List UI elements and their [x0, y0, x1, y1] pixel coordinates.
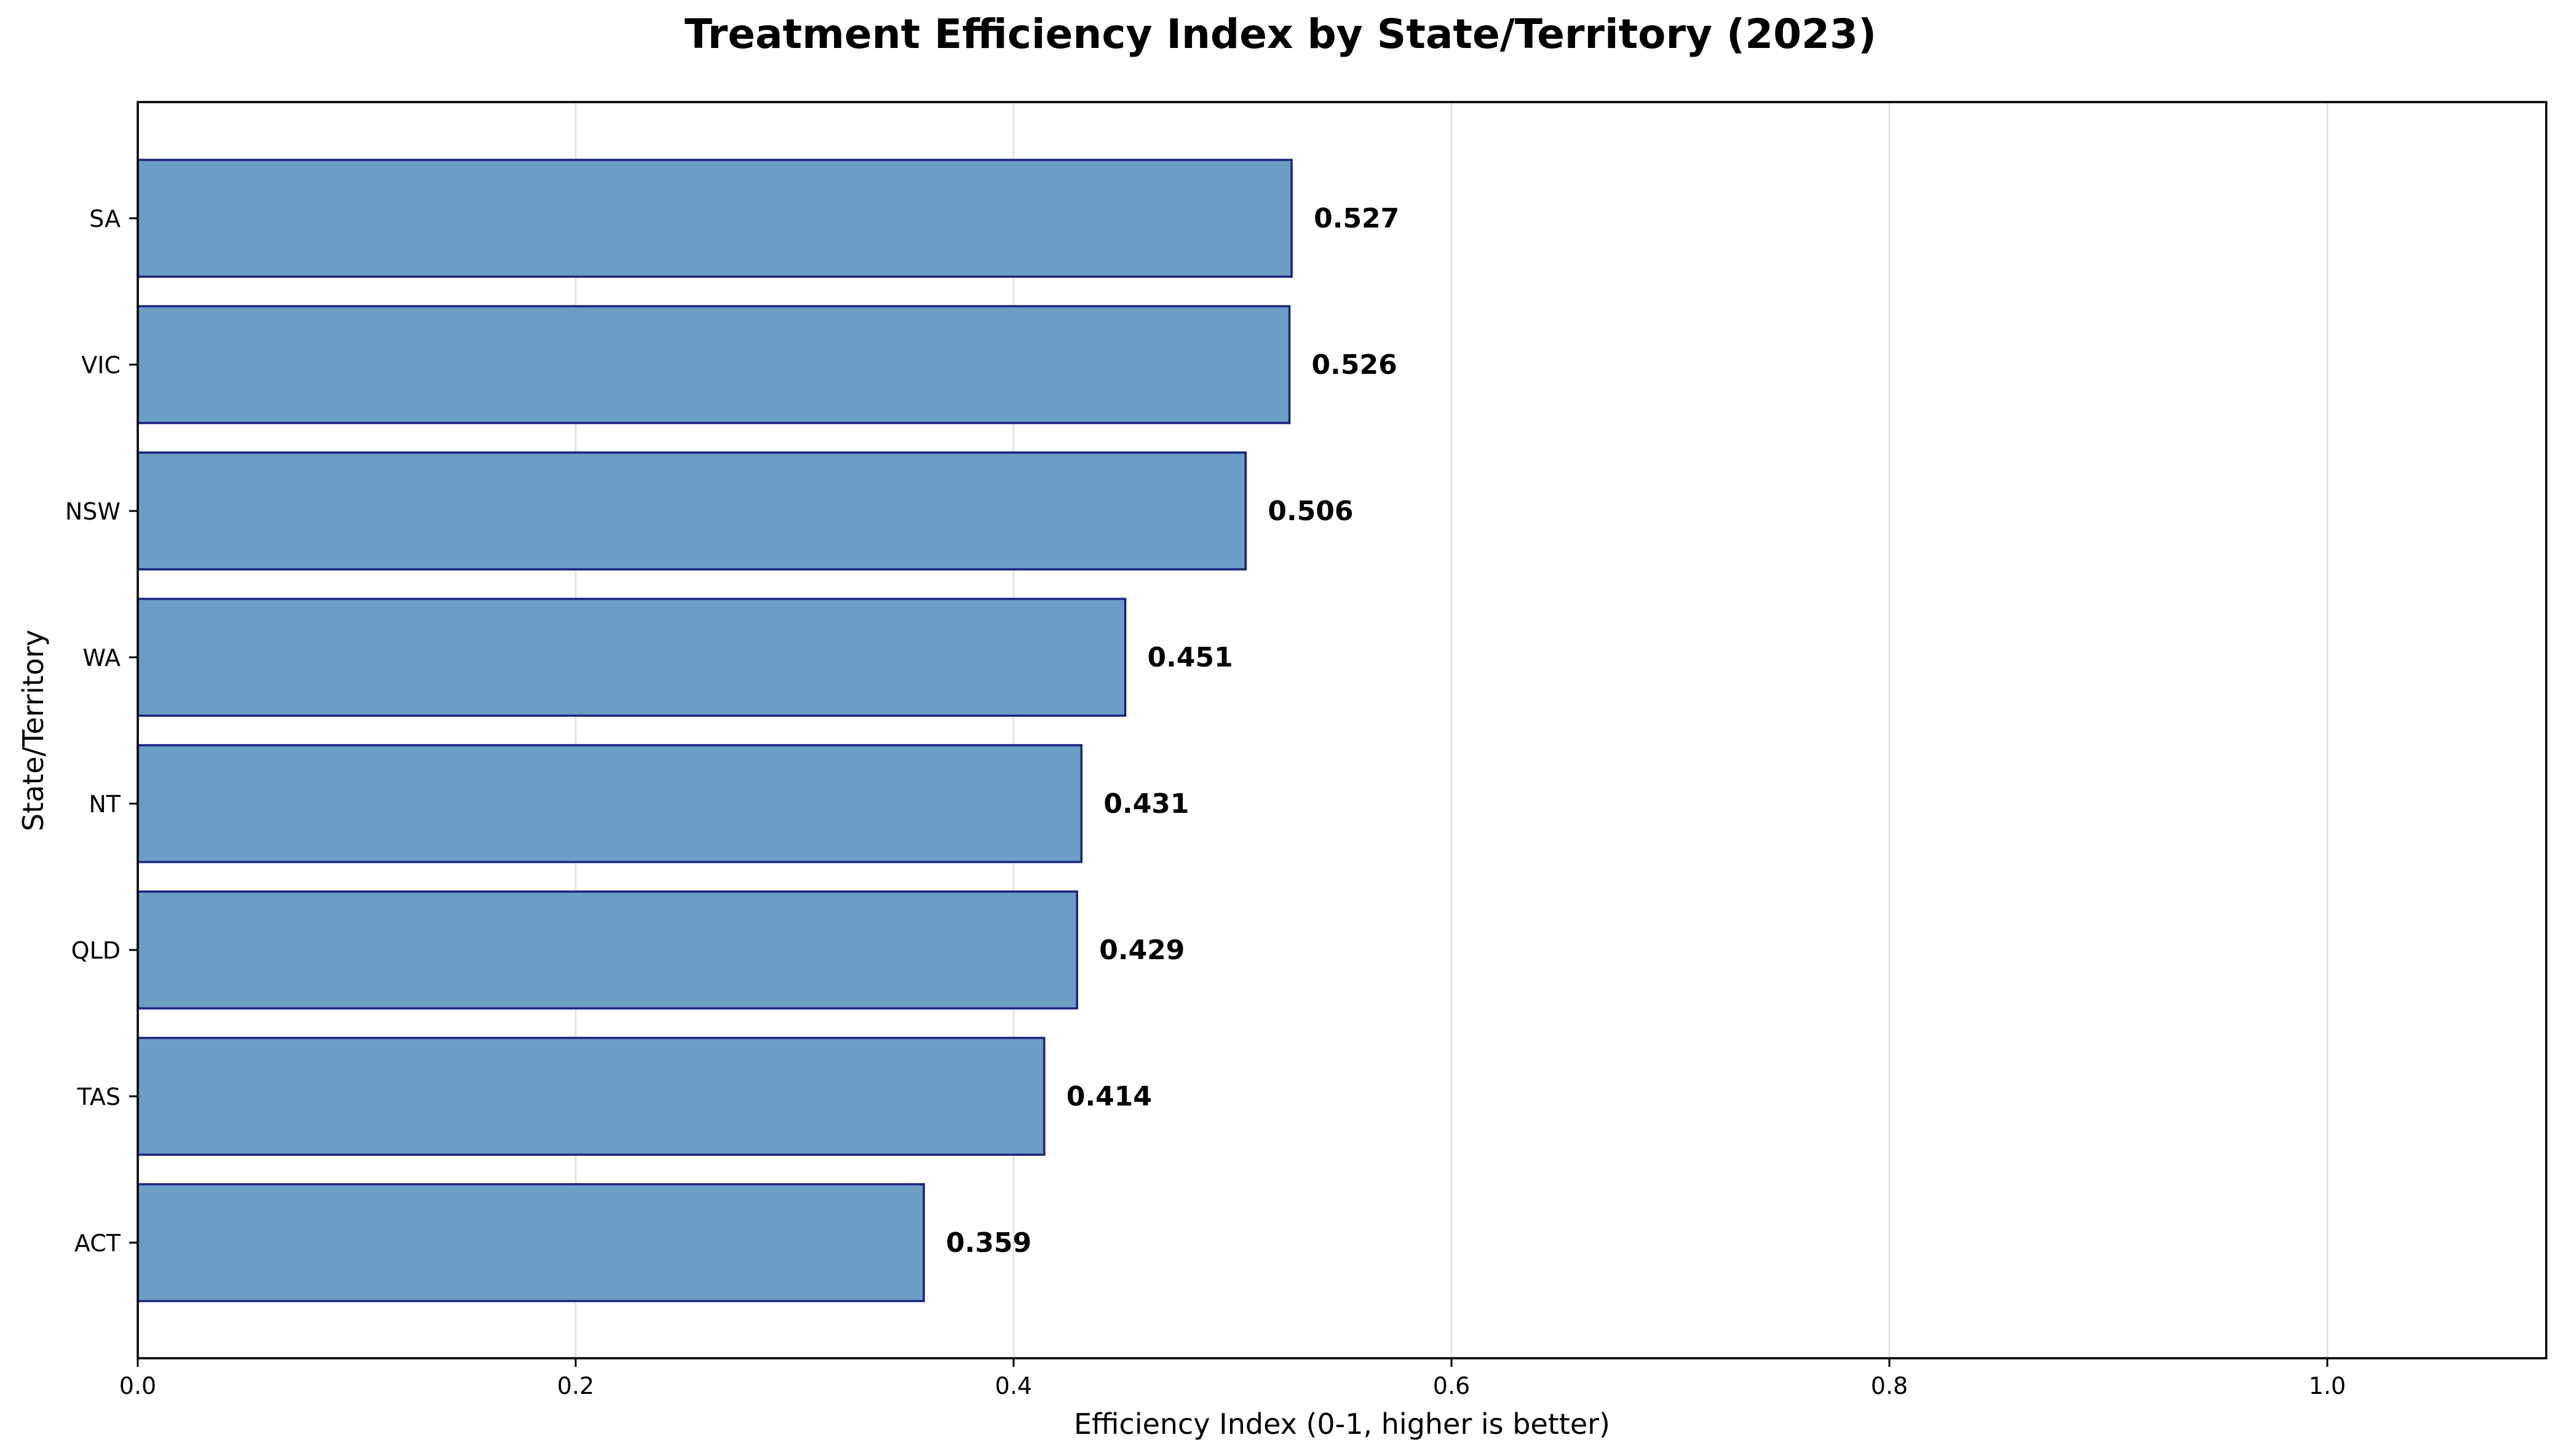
value-label-vic: 0.526 [1312, 349, 1397, 381]
value-label-act: 0.359 [946, 1227, 1031, 1259]
plot-frame [137, 101, 2547, 1359]
bars [137, 159, 1293, 1302]
value-label-wa: 0.451 [1148, 642, 1233, 673]
chart-title: Treatment Efficiency Index by State/Terr… [685, 10, 1876, 58]
y-tick-label-act: ACT [74, 1230, 121, 1257]
value-label-nsw: 0.506 [1268, 496, 1353, 527]
y-tick-label-sa: SA [89, 205, 121, 232]
x-tick-label: 1.0 [2309, 1372, 2346, 1399]
bar-wa [137, 598, 1127, 717]
y-tick-label-nsw: NSW [65, 498, 121, 525]
bar-vic [137, 305, 1291, 424]
y-tick-label-qld: QLD [71, 937, 121, 964]
y-tick-label-wa: WA [83, 644, 121, 671]
value-label-sa: 0.527 [1314, 203, 1399, 234]
value-label-tas: 0.414 [1066, 1081, 1152, 1112]
y-tick-label-nt: NT [89, 791, 121, 818]
bar-nt [137, 744, 1083, 863]
y-axis-ticks: SA VIC NSW WA NT QLD TAS ACT [65, 205, 138, 1257]
x-axis-ticks: 0.0 0.2 0.4 0.6 0.8 1.0 [119, 1358, 2346, 1399]
value-labels: 0.527 0.526 0.506 0.451 0.431 0.429 0.414 0.359 [946, 203, 1399, 1259]
bar-sa [137, 159, 1293, 278]
x-axis-label: Efficiency Index (0-1, higher is better) [1074, 1407, 1610, 1441]
x-tick-label: 0.8 [1871, 1372, 1908, 1399]
x-tick-label: 0.2 [557, 1372, 594, 1399]
bar-tas [137, 1037, 1046, 1156]
grid-lines [137, 102, 2329, 1358]
y-tick-label-vic: VIC [81, 352, 121, 379]
bar-nsw [137, 451, 1247, 571]
bar-qld [137, 890, 1078, 1010]
y-axis-label: State/Territory [17, 630, 50, 831]
bar-act [137, 1183, 925, 1302]
value-label-qld: 0.429 [1099, 935, 1185, 966]
value-label-nt: 0.431 [1103, 788, 1189, 820]
y-tick-label-tas: TAS [77, 1083, 121, 1110]
x-tick-label: 0.0 [119, 1372, 156, 1399]
x-tick-label: 0.6 [1433, 1372, 1470, 1399]
x-tick-label: 0.4 [995, 1372, 1032, 1399]
